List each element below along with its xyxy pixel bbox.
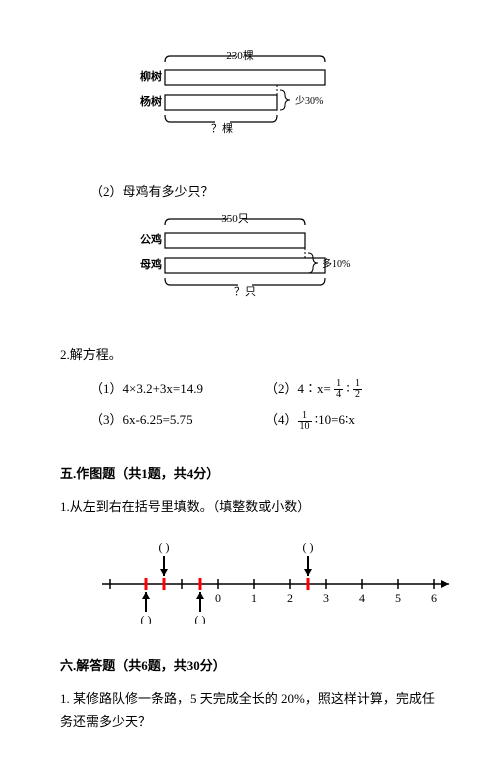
d2-top-label: 350只 [221,213,249,225]
d1-top-label: 230棵 [226,50,254,62]
svg-text:( ): ( ) [195,613,206,624]
chicken-diagram-svg: 350只 公鸡 母鸡 多10% ？只 [120,213,380,313]
eq-1: （1）4×3.2+3x=14.9 [90,377,265,401]
section-6-heading: 六.解答题（共6题，共30分） [60,654,440,677]
svg-text:4: 4 [359,591,365,605]
svg-text:( ): ( ) [141,613,152,624]
svg-text:2: 2 [287,591,293,605]
svg-text:( ): ( ) [303,540,314,554]
number-line-svg: 0 1 2 3 4 5 6 ( ) ( ) ( ) ( ) [90,529,490,624]
tree-diagram: 230棵 柳树 杨树 少30% ？棵 [120,50,440,150]
chicken-diagram: 350只 公鸡 母鸡 多10% ？只 [120,213,440,313]
question-1-2: （2）母鸡有多少只？ [90,180,440,203]
d2-diff-label: 多10% [322,257,350,270]
number-line: 0 1 2 3 4 5 6 ( ) ( ) ( ) ( ) [90,529,440,624]
eq-4: （4）110 ∶10=6∶x [265,408,440,432]
svg-text:6: 6 [431,591,437,605]
question-6-1: 1. 某修路队修一条路，5 天完成全长的 20%，照这样计算，完成任务还需多少天… [60,687,440,734]
eq-2: （2）4∶x= 14 ∶ 12 [265,377,440,401]
question-2: 2.解方程。 [60,343,440,366]
d2-bottom-label: ？只 [234,286,256,298]
d2-row2-label: 母鸡 [140,257,162,271]
svg-text:0: 0 [215,591,221,605]
d1-diff-label: 少30% [295,95,323,107]
equation-row-1: （1）4×3.2+3x=14.9 （2）4∶x= 14 ∶ 12 [90,377,440,401]
equation-row-2: （3）6x-6.25=5.75 （4）110 ∶10=6∶x [90,408,440,432]
eq-3: （3）6x-6.25=5.75 [90,408,265,432]
d2-row1-label: 公鸡 [140,232,162,246]
tree-diagram-svg: 230棵 柳树 杨树 少30% ？棵 [120,50,380,150]
d1-row1-label: 柳树 [140,69,162,83]
section-5-heading: 五.作图题（共1题，共4分） [60,462,440,485]
svg-text:1: 1 [251,591,257,605]
d1-row2-label: 杨树 [140,94,162,108]
svg-text:3: 3 [323,591,329,605]
svg-text:5: 5 [395,591,401,605]
svg-text:( ): ( ) [159,540,170,554]
d1-bottom-label: ？棵 [211,121,233,135]
question-5-1: 1.从左到右在括号里填数。（填整数或小数） [60,495,440,518]
